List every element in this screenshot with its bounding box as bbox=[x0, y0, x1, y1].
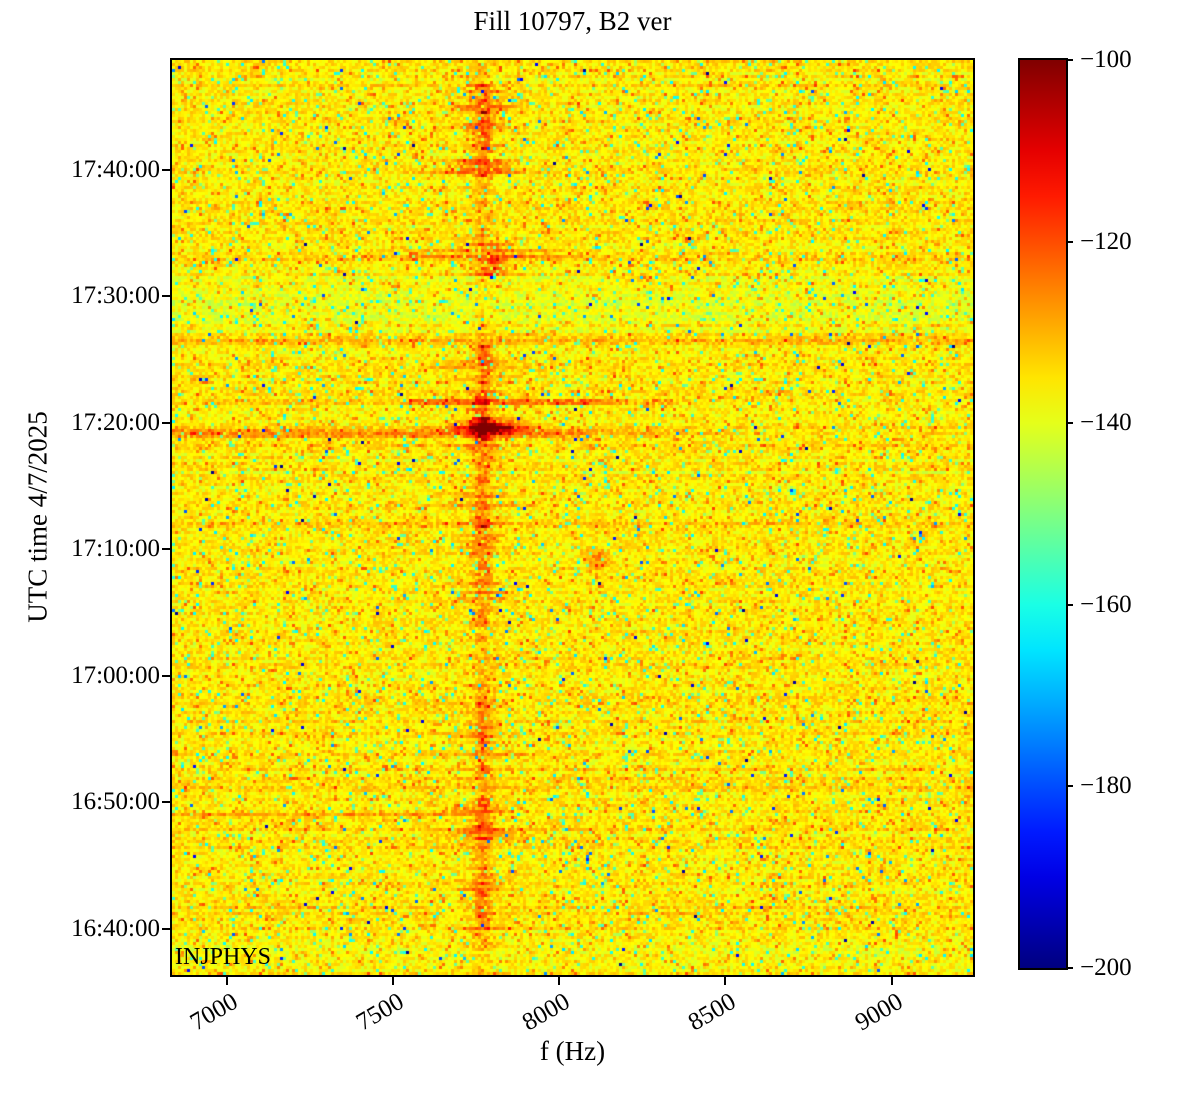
colorbar-tick-mark bbox=[1066, 422, 1073, 425]
y-tick-mark bbox=[162, 674, 170, 677]
y-tick-mark bbox=[162, 548, 170, 551]
y-tick-label: 17:00:00 bbox=[71, 661, 160, 689]
y-tick-label: 16:50:00 bbox=[71, 788, 160, 816]
x-tick-mark bbox=[558, 977, 561, 985]
y-tick-label: 17:10:00 bbox=[71, 535, 160, 563]
colorbar-gradient bbox=[1020, 60, 1066, 968]
colorbar-tick-label: −120 bbox=[1080, 227, 1132, 255]
x-tick-mark bbox=[392, 977, 395, 985]
plot-title: Fill 10797, B2 ver bbox=[473, 6, 672, 36]
x-tick-mark bbox=[225, 977, 228, 985]
beam-mode-annotation: INJPHYS bbox=[175, 944, 272, 970]
x-axis-label: f (Hz) bbox=[539, 1036, 606, 1066]
y-tick-label: 17:30:00 bbox=[71, 282, 160, 310]
colorbar-tick-mark bbox=[1066, 603, 1073, 606]
x-tick-mark bbox=[724, 977, 727, 985]
x-tick-mark bbox=[890, 977, 893, 985]
colorbar-tick-label: −180 bbox=[1080, 772, 1132, 800]
colorbar bbox=[1018, 58, 1068, 970]
colorbar-tick-mark bbox=[1066, 59, 1073, 61]
colorbar-tick-mark bbox=[1066, 967, 1073, 969]
colorbar-tick-label: −100 bbox=[1080, 46, 1132, 73]
y-tick-label: 17:40:00 bbox=[71, 155, 160, 183]
y-tick-mark bbox=[162, 801, 170, 804]
y-tick-label: 17:20:00 bbox=[71, 408, 160, 436]
spectrogram-canvas bbox=[172, 60, 973, 975]
y-tick-mark bbox=[162, 168, 170, 171]
y-tick-mark bbox=[162, 295, 170, 298]
y-tick-mark bbox=[162, 927, 170, 930]
y-tick-label: 16:40:00 bbox=[71, 914, 160, 942]
colorbar-tick-mark bbox=[1066, 240, 1073, 243]
plot-area: INJPHYS bbox=[170, 58, 975, 977]
y-axis-label: UTC time 4/7/2025 bbox=[22, 411, 53, 623]
colorbar-tick-label: −140 bbox=[1080, 409, 1132, 437]
colorbar-tick-mark bbox=[1066, 785, 1073, 788]
colorbar-tick-label: −160 bbox=[1080, 590, 1132, 618]
y-tick-mark bbox=[162, 421, 170, 424]
colorbar-tick-label: −200 bbox=[1080, 954, 1132, 981]
